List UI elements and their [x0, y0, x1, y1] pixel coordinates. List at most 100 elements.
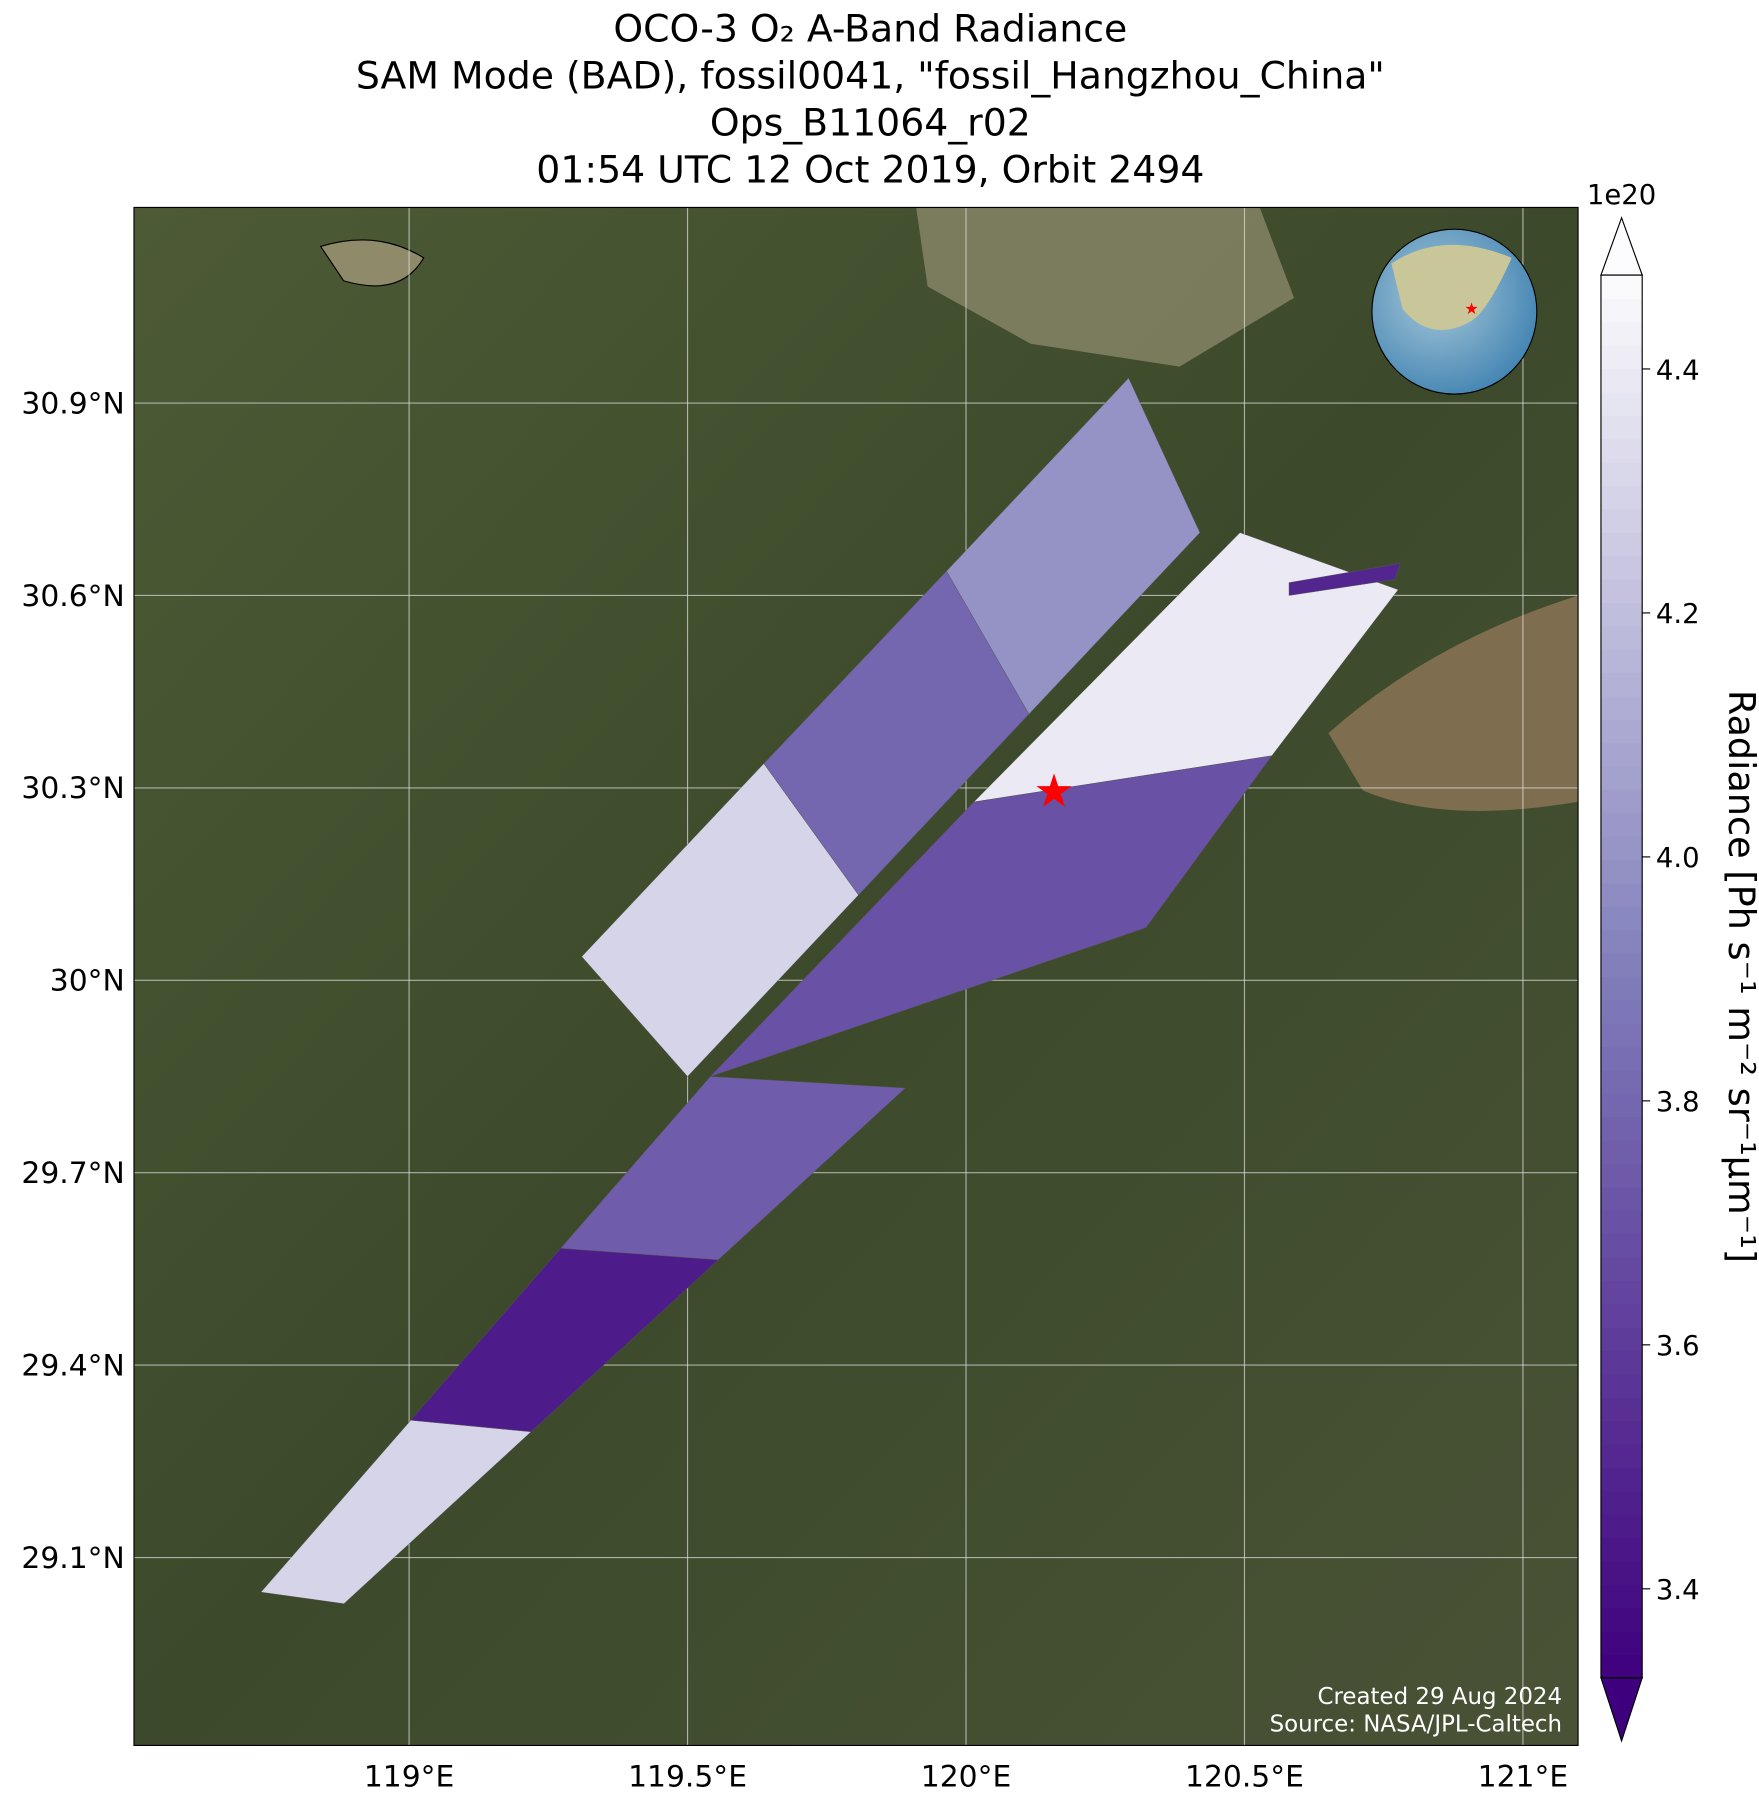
colorbar-step [1600, 415, 1643, 440]
swath-segment [1288, 563, 1401, 596]
colorbar-extend-high [1600, 216, 1644, 276]
colorbar-step [1600, 625, 1643, 650]
colorbar-step [1600, 695, 1643, 720]
colorbar-step [1600, 1560, 1643, 1585]
colorbar-tick-label: 4.4 [1656, 354, 1700, 386]
colorbar-step [1600, 391, 1643, 416]
colorbar-step [1600, 1116, 1643, 1141]
colorbar-step [1600, 462, 1643, 487]
colorbar-step [1600, 1327, 1643, 1352]
colorbar-offset: 1e20 [1587, 179, 1656, 211]
colorbar-frame [1600, 274, 1643, 1679]
colorbar-step [1600, 789, 1643, 814]
colorbar-step [1600, 345, 1643, 370]
colorbar-step [1600, 1257, 1643, 1281]
globe-marker: ★ [1464, 299, 1478, 318]
title-line: SAM Mode (BAD), fossil0041, "fossil_Hang… [356, 53, 1385, 97]
colorbar-step [1600, 1140, 1643, 1165]
colorbar-step [1600, 1163, 1643, 1188]
colorbar-step [1600, 1607, 1643, 1632]
colorbar-step [1600, 999, 1643, 1024]
colorbar-step [1600, 532, 1643, 557]
x-tick-label: 119°E [364, 1760, 455, 1795]
colorbar-step [1600, 1093, 1643, 1118]
x-tick-label: 120.5°E [1185, 1760, 1304, 1795]
hangzhou-bay [1328, 595, 1579, 811]
colorbar-step [1600, 929, 1643, 954]
title-line: 01:54 UTC 12 Oct 2019, Orbit 2494 [536, 147, 1204, 191]
colorbar-step [1600, 1584, 1643, 1609]
y-tick-label: 30.6°N [21, 579, 124, 614]
colorbar-step [1600, 1654, 1643, 1679]
colorbar-step [1600, 602, 1643, 627]
colorbar-step [1600, 766, 1643, 790]
colorbar-tick-label: 4.0 [1656, 842, 1700, 874]
colorbar-step [1600, 275, 1643, 299]
colorbar-step [1600, 1023, 1643, 1048]
colorbar-step [1600, 953, 1643, 978]
x-tick-label: 120°E [921, 1760, 1012, 1795]
x-tick-label: 119.5°E [628, 1760, 747, 1795]
inset-globe: ★ [1371, 228, 1538, 395]
plot-frame [133, 206, 1579, 1747]
colorbar-step [1600, 719, 1643, 744]
colorbar-step [1600, 649, 1643, 674]
colorbar-step [1600, 368, 1643, 393]
colorbar-step [1600, 321, 1643, 346]
y-tick-label: 29.1°N [21, 1541, 124, 1576]
colorbar-step [1600, 812, 1643, 837]
colorbar-tick-label: 3.6 [1656, 1330, 1700, 1362]
target-star: ★ [1033, 763, 1074, 817]
title-line: Ops_B11064_r02 [710, 100, 1031, 144]
colorbar-step [1600, 1537, 1643, 1562]
colorbar-step [1600, 1046, 1643, 1071]
colorbar-step [1600, 508, 1643, 533]
title-line: OCO-3 O₂ A-Band Radiance [613, 6, 1127, 50]
swath-segment [710, 755, 1273, 1077]
globe-land [1391, 244, 1512, 330]
footer-text: Source: NASA/JPL-Caltech [1270, 1712, 1562, 1738]
lake [319, 239, 425, 287]
colorbar-tick-label: 4.2 [1656, 598, 1700, 630]
colorbar-step [1600, 1186, 1643, 1211]
y-tick-label: 30.3°N [21, 771, 124, 806]
colorbar-step [1600, 1069, 1643, 1094]
y-tick-label: 30.9°N [21, 386, 124, 421]
colorbar-step [1600, 485, 1643, 510]
colorbar-label: Radiance [Ph s⁻¹ m⁻² sr⁻¹μm⁻¹] [1720, 690, 1759, 1263]
colorbar-step [1600, 1233, 1643, 1258]
lake-taihu [916, 207, 1295, 367]
colorbar-step [1600, 438, 1643, 463]
colorbar-step [1600, 1444, 1643, 1469]
colorbar-step [1600, 1467, 1643, 1492]
colorbar-step [1600, 1373, 1643, 1398]
y-tick-label: 30°N [50, 964, 125, 999]
colorbar-extend-low [1600, 1677, 1643, 1743]
colorbar-step [1600, 836, 1643, 861]
colorbar-step [1600, 1490, 1643, 1515]
colorbar-tick-label: 3.4 [1656, 1574, 1700, 1606]
colorbar-step [1600, 882, 1643, 907]
colorbar-step [1600, 578, 1643, 603]
colorbar-step [1600, 555, 1643, 580]
colorbar-step [1600, 672, 1643, 697]
colorbar-step [1600, 976, 1643, 1001]
y-tick-label: 29.7°N [21, 1156, 124, 1191]
x-tick-label: 121°E [1478, 1760, 1569, 1795]
colorbar-step [1600, 1280, 1643, 1305]
colorbar-step [1600, 906, 1643, 931]
colorbar-step [1600, 1420, 1643, 1445]
y-tick-label: 29.4°N [21, 1348, 124, 1383]
colorbar-step [1600, 1631, 1643, 1656]
colorbar-step [1600, 1210, 1643, 1235]
colorbar-step [1600, 298, 1643, 323]
colorbar-step [1600, 1350, 1643, 1375]
footer-text: Created 29 Aug 2024 [1318, 1684, 1563, 1710]
colorbar-step [1600, 859, 1643, 884]
colorbar-tick-label: 3.8 [1656, 1086, 1700, 1118]
colorbar-step [1600, 1514, 1643, 1539]
colorbar-step [1600, 1303, 1643, 1328]
colorbar-step [1600, 1397, 1643, 1422]
